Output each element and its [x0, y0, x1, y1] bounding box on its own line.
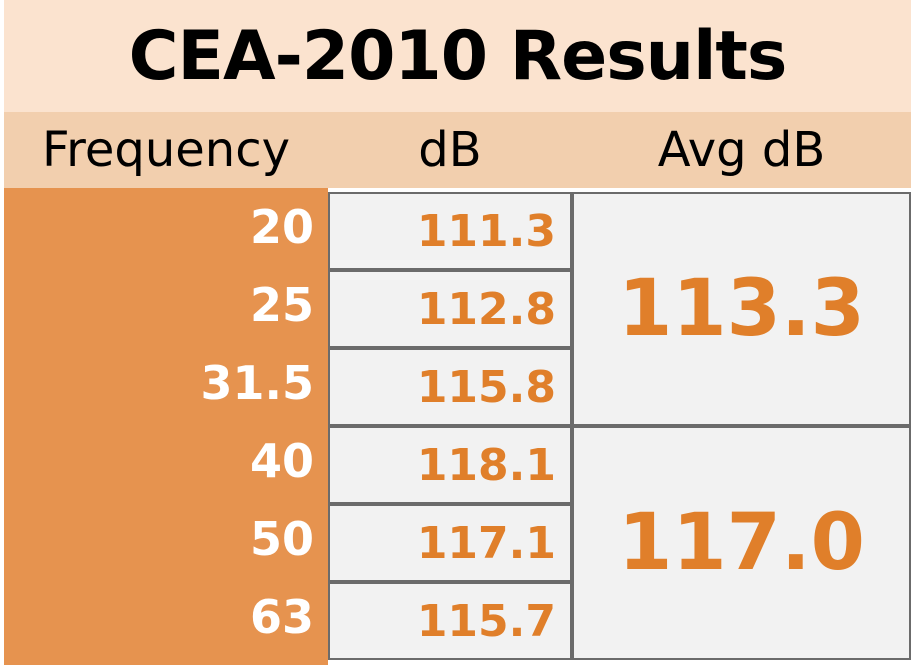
avg-db-cell: 117.0	[572, 426, 911, 660]
db-cell: 111.3	[328, 192, 572, 270]
frequency-cell: 31.5	[200, 356, 315, 410]
db-cell: 118.1	[328, 426, 572, 504]
frequency-cell: 50	[249, 512, 314, 566]
frequency-cell: 40	[249, 434, 314, 488]
header-row: Frequency dB Avg dB	[4, 112, 911, 188]
header-db: dB	[418, 122, 482, 178]
header-avg-db: Avg dB	[657, 122, 826, 178]
header-frequency: Frequency	[42, 122, 290, 178]
table-title: CEA-2010 Results	[128, 16, 788, 96]
frequency-cell: 20	[249, 200, 314, 254]
frequency-cell: 25	[249, 278, 314, 332]
frequency-cell: 63	[249, 590, 314, 644]
db-cell: 115.7	[328, 582, 572, 660]
db-cell: 112.8	[328, 270, 572, 348]
avg-db-cell: 113.3	[572, 192, 911, 426]
title-bar: CEA-2010 Results	[4, 0, 911, 112]
frequency-column: 20 25 31.5 40 50 63	[4, 188, 328, 665]
db-cell: 117.1	[328, 504, 572, 582]
db-cell: 115.8	[328, 348, 572, 426]
